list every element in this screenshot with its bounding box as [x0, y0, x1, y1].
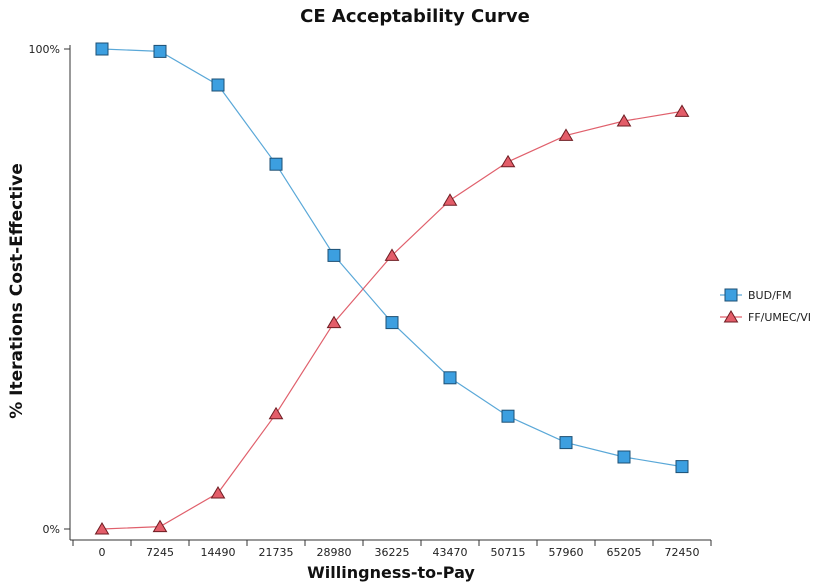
legend-label: BUD/FM: [748, 289, 792, 302]
y-tick-label: 0%: [43, 523, 60, 536]
legend-marker: [723, 310, 739, 323]
x-tick-label: 14490: [201, 546, 236, 559]
data-point-ff-umec-vi: [326, 315, 342, 329]
y-axis-label: % Iterations Cost-Effective: [7, 163, 27, 419]
data-point-bud-fm: [617, 450, 631, 464]
data-point-bud-fm: [153, 44, 167, 58]
x-tick-label: 57960: [549, 546, 584, 559]
data-point-ff-umec-vi: [152, 519, 168, 533]
legend-item-bud-fm: BUD/FM: [720, 288, 792, 302]
chart-title: CE Acceptability Curve: [300, 6, 530, 27]
data-point-ff-umec-vi: [500, 154, 516, 168]
x-tick-label: 0: [99, 546, 106, 559]
x-axis-label: Willingness-to-Pay: [307, 563, 475, 582]
data-point-ff-umec-vi: [210, 486, 226, 499]
x-tick-label: 36225: [375, 546, 410, 559]
data-point-ff-umec-vi: [94, 522, 110, 535]
x-tick-label: 21735: [259, 546, 294, 559]
data-point-ff-umec-vi: [268, 406, 284, 420]
data-point-bud-fm: [443, 371, 457, 385]
y-tick-label: 100%: [29, 43, 60, 56]
legend-label: FF/UMEC/VI: [748, 311, 811, 324]
data-point-bud-fm: [269, 157, 283, 171]
x-tick-label: 72450: [665, 546, 700, 559]
series-ff-umec-vi: [94, 104, 690, 535]
data-point-bud-fm: [559, 436, 573, 450]
legend-item-ff-umec-vi: FF/UMEC/VI: [720, 310, 811, 324]
x-tick-label: 28980: [317, 546, 352, 559]
data-point-bud-fm: [385, 316, 399, 330]
x-axis-ticks: 0 7245 14490 21735 28980 36225 43470 50715 57960…: [72, 540, 712, 559]
x-tick-label: 50715: [491, 546, 526, 559]
data-point-ff-umec-vi: [674, 104, 690, 117]
y-axis-ticks: 100% 0%: [29, 43, 70, 536]
data-point-ff-umec-vi: [558, 128, 574, 141]
data-point-ff-umec-vi: [616, 114, 632, 127]
legend-marker: [724, 288, 738, 302]
data-point-bud-fm: [675, 460, 689, 474]
x-tick-label: 7245: [146, 546, 174, 559]
legend: BUD/FM FF/UMEC/VI: [720, 288, 811, 324]
x-tick-label: 65205: [607, 546, 642, 559]
series-layer: [94, 42, 690, 535]
data-point-ff-umec-vi: [442, 193, 458, 206]
data-point-bud-fm: [327, 248, 341, 262]
x-tick-label: 43470: [433, 546, 468, 559]
series-bud-fm: [95, 42, 689, 474]
data-point-ff-umec-vi: [384, 248, 400, 261]
data-point-bud-fm: [501, 409, 515, 423]
data-point-bud-fm: [95, 42, 109, 56]
data-point-bud-fm: [211, 78, 225, 92]
